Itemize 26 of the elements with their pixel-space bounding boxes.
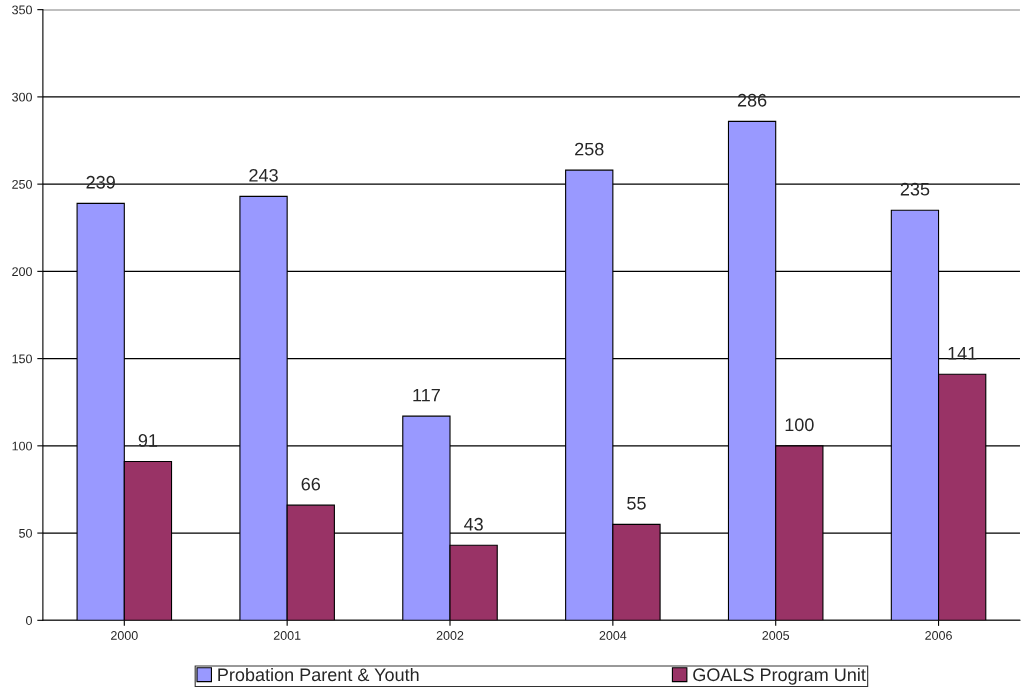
y-tick-label: 300 <box>12 92 32 102</box>
y-tick-label: 200 <box>12 267 32 277</box>
x-tick-label: 2001 <box>273 631 301 640</box>
legend-label: GOALS Program Unit <box>693 667 866 685</box>
data-label: 258 <box>575 142 604 156</box>
y-tick-label: 100 <box>12 441 32 451</box>
x-tick-label: 2006 <box>925 631 952 640</box>
y-tick-label: 50 <box>19 528 32 538</box>
data-label: 235 <box>900 182 930 196</box>
x-tick-label: 2005 <box>762 631 790 640</box>
y-tick-label: 0 <box>26 616 32 625</box>
y-tick-label: 150 <box>12 354 32 364</box>
data-label: 43 <box>463 517 483 531</box>
x-tick-label: 2002 <box>436 631 464 640</box>
y-tick-label: 250 <box>12 179 32 189</box>
data-label: 141 <box>948 347 977 360</box>
legend-label: Probation Parent & Youth <box>218 667 419 682</box>
x-tick-label: 2000 <box>111 631 138 640</box>
data-label: 117 <box>413 388 440 402</box>
data-label: 243 <box>249 168 278 182</box>
data-label: 55 <box>627 497 646 510</box>
y-tick-label: 350 <box>12 5 32 15</box>
data-label: 91 <box>138 434 158 447</box>
data-label: 66 <box>301 477 321 491</box>
x-tick-label: 2004 <box>599 631 627 640</box>
data-label: 100 <box>785 418 814 432</box>
